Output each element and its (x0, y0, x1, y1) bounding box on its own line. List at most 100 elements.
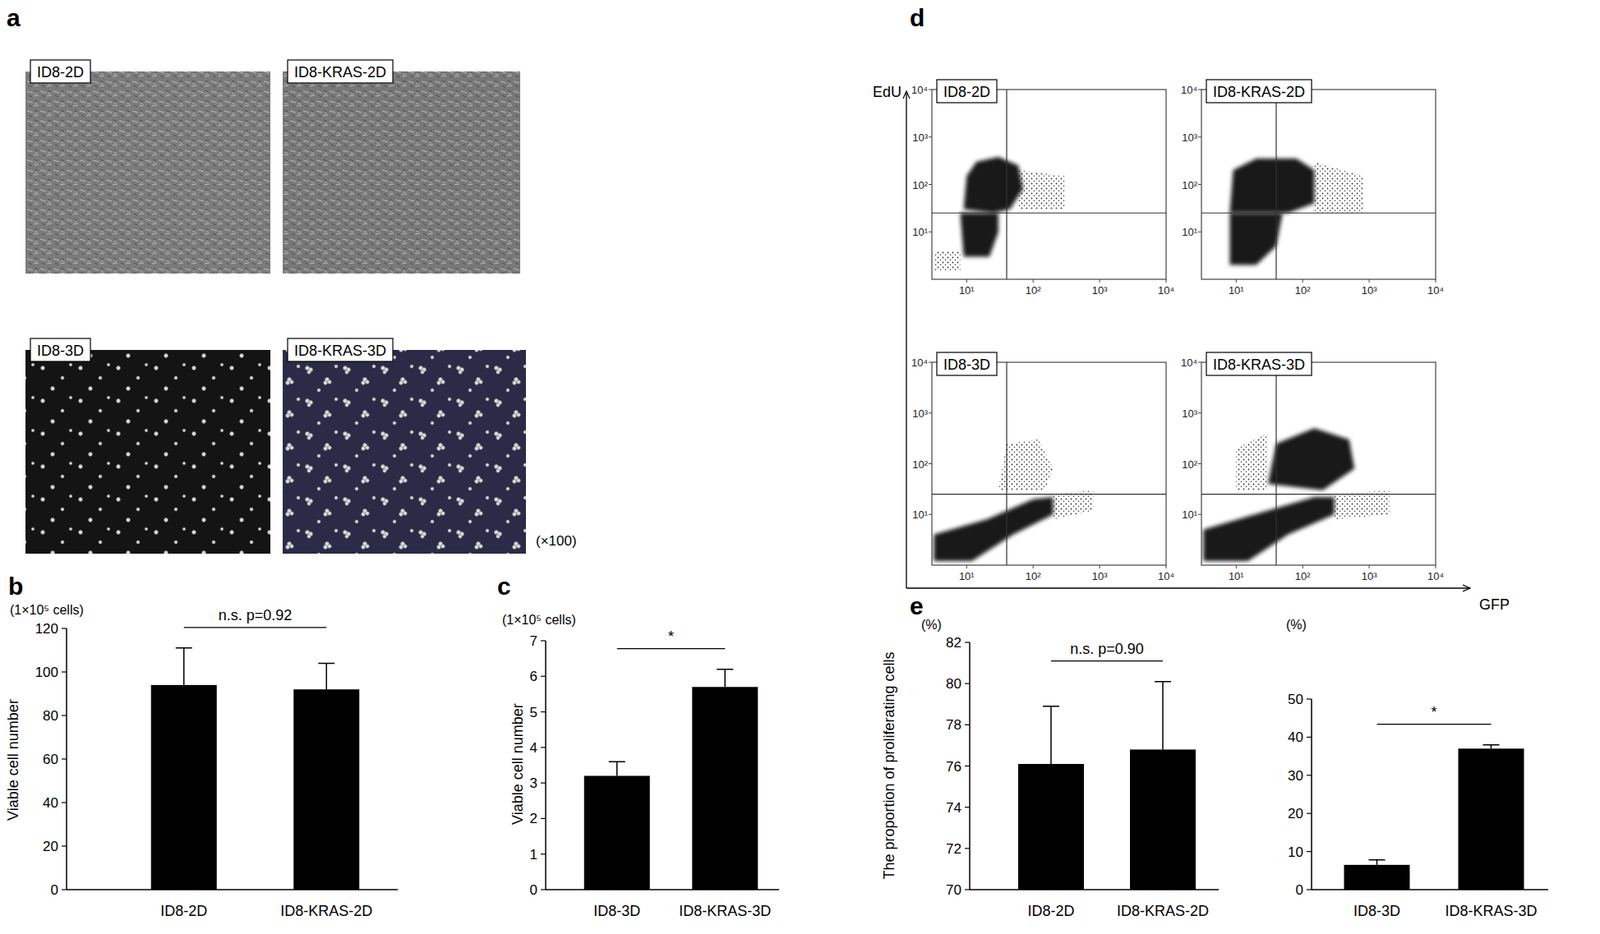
y-tick (1198, 463, 1202, 465)
error-bar (608, 761, 626, 776)
x-tick-label: 10³ (1361, 284, 1378, 297)
y-tick-label: 7 (530, 633, 538, 650)
x-tick-label: 10⁴ (1157, 284, 1175, 297)
y-tick-label: 76 (945, 759, 962, 775)
y-tick (1306, 851, 1312, 853)
dot-plot: 10¹10²10³10⁴10¹10²10³10⁴ID8-KRAS-3D (1180, 352, 1444, 583)
gate-line (931, 493, 1167, 495)
figure: abcdeID8-2DID8-KRAS-2DID8-3DID8-KRAS-3D(… (0, 0, 1600, 934)
x-tick-label: 10¹ (959, 570, 975, 583)
y-tick-label: 10³ (912, 407, 928, 420)
plot-title: ID8-KRAS-3D (1212, 356, 1305, 374)
bar (584, 775, 651, 890)
dot-region (1203, 497, 1335, 562)
y-tick (1306, 813, 1312, 815)
x-tick-label: ID8-KRAS-3D (1444, 903, 1537, 920)
y-tick (1198, 184, 1202, 185)
x-tick-label: 10² (1295, 284, 1311, 297)
x-tick (1302, 279, 1304, 283)
y-tick (540, 853, 546, 855)
dot-regions (1230, 158, 1364, 266)
photo (25, 350, 271, 554)
y-tick (964, 889, 970, 890)
y-tick-label: 80 (945, 676, 962, 692)
x-tick-label: 10¹ (1228, 570, 1245, 583)
significance-line (184, 627, 328, 628)
significance-line (617, 648, 726, 650)
y-tick-label: 10⁴ (1180, 83, 1198, 97)
label-box (1206, 79, 1312, 103)
dot-region (1268, 428, 1355, 491)
y-tick (61, 714, 67, 716)
photo-label: ID8-2D (36, 64, 84, 81)
x-tick (1235, 279, 1237, 283)
y-tick (1306, 889, 1312, 890)
bar (1344, 865, 1411, 890)
y-tick-label: 30 (1287, 768, 1304, 784)
photo (25, 71, 271, 274)
y-axis-label: Viable cell number (4, 699, 22, 821)
y-tick (540, 640, 546, 641)
y-tick (1198, 412, 1202, 414)
panel-label: d (909, 4, 925, 32)
gate-line (1275, 89, 1277, 280)
bars (584, 669, 759, 890)
axis-unit: (%) (921, 617, 942, 632)
x-tick-label: ID8-2D (160, 903, 208, 920)
error-bar (1483, 745, 1500, 750)
axis-unit: (1×10⁵ cells) (502, 613, 577, 628)
y-tick-label: 4 (530, 740, 538, 757)
y-tick-label: 10⁴ (911, 83, 928, 97)
y-tick (61, 845, 67, 847)
label-box (30, 59, 91, 83)
y-tick (1198, 362, 1202, 364)
plot-title: ID8-3D (943, 356, 991, 374)
y-tick-label: 10² (1181, 179, 1198, 192)
x-tick (1369, 279, 1370, 283)
x-tick (1099, 279, 1101, 283)
y-tick-label: 78 (945, 717, 962, 734)
x-tick-label: 10⁴ (1157, 570, 1175, 583)
bars (1344, 745, 1525, 890)
x-tick-label: ID8-3D (593, 903, 641, 920)
y-tick (928, 136, 932, 138)
dot-region (1230, 212, 1283, 265)
dot-plot: 10¹10²10³10⁴10¹10²10³10⁴ID8-3D (911, 352, 1175, 583)
dot-plot: 10¹10²10³10⁴10¹10²10³10⁴ID8-2D (911, 79, 1175, 297)
photo (282, 350, 526, 554)
y-tick (964, 765, 970, 767)
y-tick (61, 671, 67, 673)
y-tick-label: 40 (1287, 729, 1304, 746)
x-tick (1099, 565, 1101, 569)
bar (293, 689, 360, 890)
y-tick-label: 0 (530, 882, 538, 899)
gate-line (1275, 362, 1277, 566)
error-bar (175, 648, 193, 686)
y-tick (61, 889, 67, 890)
axis-arrow (906, 587, 1470, 589)
y-tick-label: 10⁴ (911, 356, 928, 369)
dot-region (1235, 433, 1269, 491)
y-tick (540, 711, 546, 713)
label-box (1206, 352, 1312, 376)
dot-region (933, 250, 960, 272)
y-tick-label: 10² (912, 179, 928, 192)
y-tick-label: 70 (945, 882, 962, 899)
y-axis-label: Viable cell number (509, 703, 526, 826)
x-tick-label: ID8-3D (1353, 903, 1401, 920)
y-tick (964, 806, 970, 808)
bar (151, 685, 217, 890)
x-tick-label: ID8-2D (1027, 903, 1075, 920)
y-tick-label: 2 (530, 811, 538, 827)
y-axis (544, 640, 547, 890)
error-bar (1369, 860, 1386, 866)
error-bar (716, 669, 734, 688)
dot-region (1018, 170, 1066, 210)
plot-frame (1201, 362, 1436, 566)
x-tick-label: ID8-KRAS-3D (678, 903, 771, 920)
x-tick (1032, 565, 1034, 569)
x-tick-label: 10² (1025, 284, 1042, 297)
y-tick-label: 74 (945, 800, 962, 817)
y-tick-label: 72 (945, 841, 962, 858)
bar-chart: 01020304050ID8-3DID8-KRAS-3D(%)* (1286, 617, 1549, 920)
